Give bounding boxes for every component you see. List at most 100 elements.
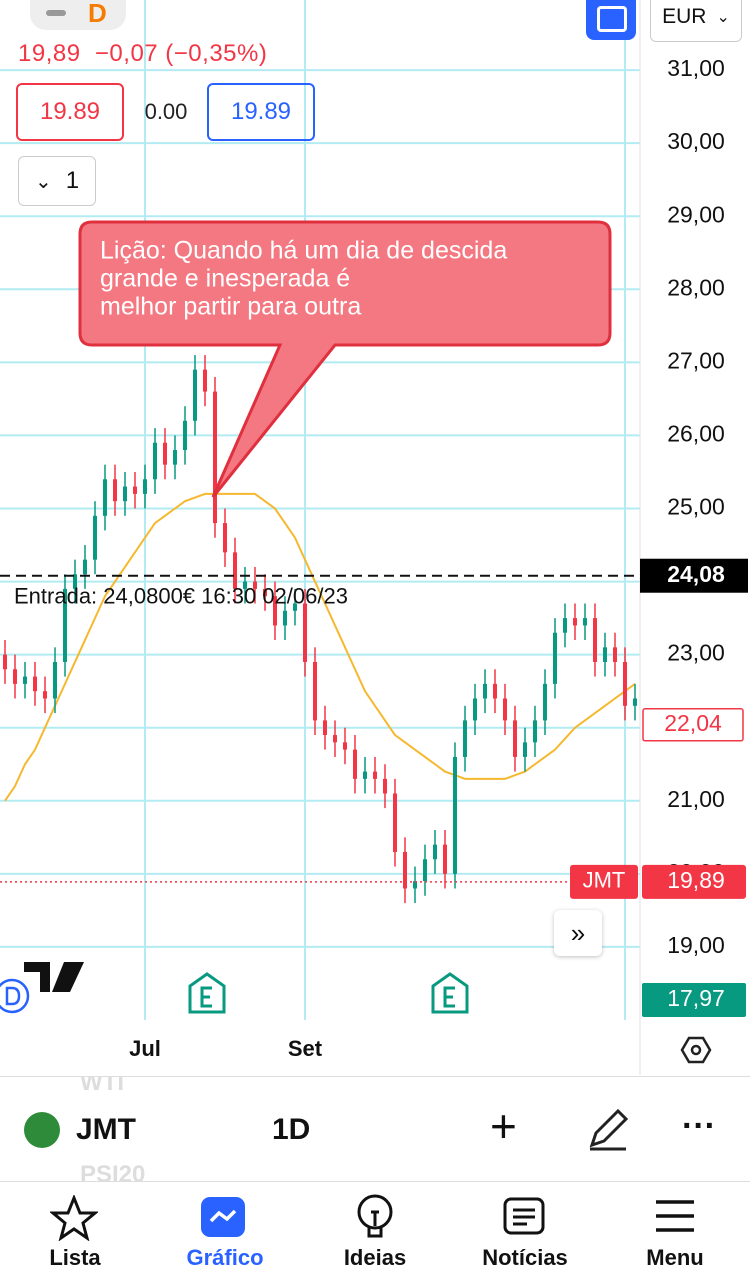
symbol-tag-bg bbox=[570, 864, 638, 899]
candle-body bbox=[283, 610, 287, 626]
candle-body bbox=[13, 669, 17, 684]
scroll-right-button[interactable]: » bbox=[554, 910, 602, 956]
tab-label[interactable]: Lista bbox=[49, 1245, 101, 1270]
candle-body bbox=[563, 618, 567, 633]
candle-body bbox=[43, 691, 47, 699]
tab-icon-news bbox=[503, 1197, 545, 1235]
y-tick-label: 25,00 bbox=[667, 494, 725, 520]
symbol-badges: D bbox=[30, 0, 126, 30]
candle-body bbox=[553, 632, 557, 684]
symbol-toolbar: WTI PSI20 JMT 1D + ··· bbox=[0, 1076, 750, 1182]
more-button[interactable]: ··· bbox=[682, 1107, 716, 1145]
callout-text: grande e inesperada é bbox=[100, 265, 350, 293]
settings-button[interactable] bbox=[680, 1034, 712, 1066]
earnings-e bbox=[443, 986, 455, 1008]
entry-price-bg bbox=[640, 558, 748, 593]
entry-label: Entrada: 24,0800€ 16:30 02/06/23 bbox=[14, 584, 348, 609]
candle-body bbox=[53, 661, 57, 699]
currency-selector[interactable]: EUR ⌄ bbox=[650, 0, 742, 42]
candle-body bbox=[503, 698, 507, 721]
draw-button[interactable] bbox=[584, 1105, 632, 1158]
symbol-tag: JMT bbox=[583, 868, 626, 893]
callout-text: melhor partir para outra bbox=[100, 293, 361, 321]
y-tick-label: 23,00 bbox=[667, 640, 725, 666]
candle-body bbox=[633, 698, 637, 706]
last-price-bg bbox=[642, 864, 746, 899]
sell-button[interactable]: 19.89 bbox=[16, 83, 124, 141]
y-tick-label: 19,00 bbox=[667, 932, 725, 958]
candle-body bbox=[323, 720, 327, 736]
candle-body bbox=[533, 720, 537, 743]
tab-label[interactable]: Gráfico bbox=[186, 1245, 264, 1270]
last-price: 19,89 bbox=[667, 867, 725, 893]
chevron: ⌄ bbox=[34, 170, 52, 193]
y-tick-label: 26,00 bbox=[667, 421, 725, 447]
symbol-logo bbox=[24, 1112, 60, 1148]
add-button[interactable]: + bbox=[490, 1100, 517, 1152]
candle-body bbox=[613, 647, 617, 662]
x-tick-label: Set bbox=[288, 1036, 323, 1061]
x-tick-label: 2024 bbox=[589, 1036, 639, 1061]
candle-body bbox=[303, 603, 307, 662]
currency: EUR bbox=[662, 5, 707, 28]
callout bbox=[78, 220, 612, 498]
callout-text: Lição: Quando há um dia de descida bbox=[100, 237, 507, 265]
candle-body bbox=[193, 369, 197, 421]
candle-body bbox=[413, 881, 417, 889]
candle-body bbox=[543, 683, 547, 721]
tab-label[interactable]: Menu bbox=[646, 1245, 704, 1270]
y-tick-label: 27,00 bbox=[667, 347, 725, 373]
prev-symbol: WTI bbox=[80, 1076, 124, 1096]
candle-body bbox=[223, 523, 227, 553]
dividend-d bbox=[5, 986, 21, 1006]
candle-body bbox=[263, 588, 267, 597]
chart: 19,0020,0021,0022,0023,0024,0025,0026,00… bbox=[0, 0, 748, 1075]
earnings-badge bbox=[431, 972, 469, 1014]
candle-body bbox=[33, 676, 37, 692]
candle-body bbox=[443, 844, 447, 874]
candle-body bbox=[153, 442, 157, 480]
candle-body bbox=[513, 720, 517, 757]
candle-body bbox=[523, 742, 527, 757]
lots: 1 bbox=[65, 167, 80, 194]
spread: 0.00 bbox=[144, 99, 188, 124]
tab-icon-bulb bbox=[357, 1194, 393, 1238]
y-tick-label: 31,00 bbox=[667, 55, 725, 81]
entry-price: 24,08 bbox=[667, 561, 725, 587]
candle-body bbox=[253, 581, 257, 589]
quote-line: 19,89 −0,07 (−0,35%) bbox=[18, 40, 267, 68]
candle-body bbox=[353, 749, 357, 779]
candle-body bbox=[73, 574, 77, 589]
candle-body bbox=[273, 596, 277, 626]
buy-button[interactable]: 19.89 bbox=[207, 83, 315, 141]
tab-icon-star bbox=[50, 1195, 98, 1241]
tab-label[interactable]: Notícias bbox=[482, 1245, 568, 1270]
delayed-badge: D bbox=[88, 0, 107, 28]
candle-body bbox=[183, 420, 187, 451]
candle-body bbox=[593, 618, 597, 662]
candle-body bbox=[233, 552, 237, 589]
candle-body bbox=[213, 391, 217, 524]
chevron: ⌄ bbox=[716, 9, 730, 26]
fullscreen-button[interactable] bbox=[586, 0, 636, 40]
candle-body bbox=[173, 450, 177, 465]
interval[interactable]: 1D bbox=[272, 1113, 311, 1146]
lots-selector[interactable]: ⌄ 1 bbox=[18, 156, 96, 206]
tab-label[interactable]: Ideias bbox=[343, 1245, 407, 1270]
candle-body bbox=[103, 479, 107, 516]
dividend-badge bbox=[0, 978, 30, 1014]
symbol[interactable]: JMT bbox=[76, 1113, 136, 1146]
earnings-e bbox=[200, 986, 212, 1008]
low-price: 17,97 bbox=[667, 985, 725, 1011]
low-price-bg bbox=[642, 983, 746, 1017]
candle-body bbox=[383, 778, 387, 794]
chart-icon bbox=[209, 1209, 237, 1223]
y-tick-label: 28,00 bbox=[667, 274, 725, 300]
candle-body bbox=[493, 683, 497, 699]
candle-body bbox=[403, 851, 407, 889]
candle-body bbox=[83, 559, 87, 575]
candle-body bbox=[423, 859, 427, 882]
candle-body bbox=[373, 771, 377, 779]
candle-body bbox=[313, 661, 317, 721]
